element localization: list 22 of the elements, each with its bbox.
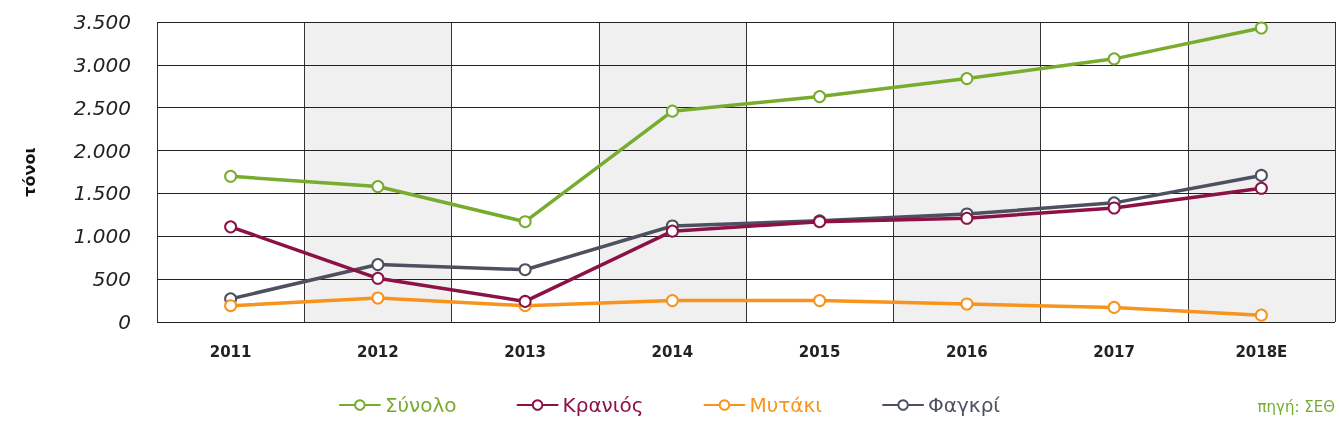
- y-tick-label: 500: [92, 267, 131, 292]
- x-tick-label: 2012: [357, 342, 399, 361]
- x-tick-label: 2014: [651, 342, 694, 361]
- legend-label: Φαγκρί: [928, 393, 1001, 417]
- x-tick-label: 2011: [209, 342, 252, 361]
- x-tick-label: 2018E: [1235, 342, 1288, 361]
- x-tick-label: 2016: [946, 342, 988, 361]
- x-tick-label: 2017: [1093, 342, 1135, 361]
- y-tick-label: 2.000: [73, 138, 131, 163]
- x-tick-label: 2013: [504, 342, 546, 361]
- legend-label: Μυτάκι: [749, 393, 823, 417]
- legend-label: Κρανιός: [562, 393, 644, 417]
- text: πηγή: ΣΕΘ: [1257, 397, 1336, 416]
- x-tick-label: 2015: [798, 342, 841, 361]
- y-tick-label: 0: [118, 310, 131, 334]
- y-tick-label: 3.500: [73, 10, 131, 34]
- y-tick-label: 1.500: [73, 181, 131, 206]
- y-tick-label: 1.000: [73, 224, 131, 249]
- y-axis-title: τόνοι: [19, 147, 39, 197]
- legend-label: Σύνολο: [384, 393, 457, 417]
- y-tick-label: 3.000: [73, 52, 131, 77]
- y-tick-label: 2.500: [73, 95, 131, 120]
